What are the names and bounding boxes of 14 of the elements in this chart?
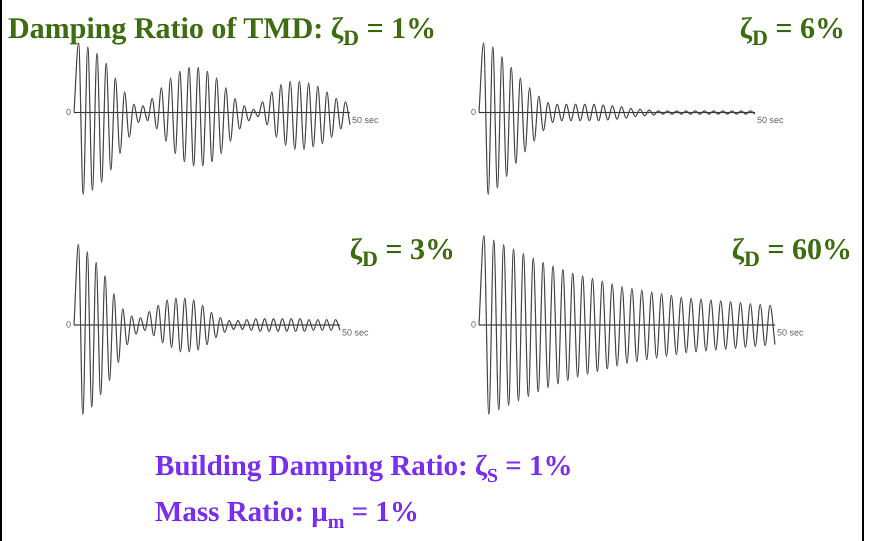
chart-title: ζ$_{D}$ = 6% <box>740 12 845 50</box>
text: 0 <box>66 106 71 117</box>
text: 50 sec <box>342 327 370 338</box>
text: Building Damping Ratio: ζ$_{S}$ = 1% <box>155 449 573 489</box>
text: 50 sec <box>352 114 380 125</box>
chart-title: Damping Ratio of TMD: ζ$_{D}$ = 1% <box>8 12 436 50</box>
text: 0 <box>66 319 71 330</box>
text: Mass Ratio: μ$_{m}$ = 1% <box>155 494 420 535</box>
text: ζ$_{D}$ = 3% <box>350 233 455 271</box>
text: 50 sec <box>777 327 804 338</box>
text: 50 sec <box>757 114 784 125</box>
chart-title: ζ$_{D}$ = 60% <box>732 233 852 271</box>
text: 0 <box>470 319 476 330</box>
text: 0 <box>470 106 476 117</box>
